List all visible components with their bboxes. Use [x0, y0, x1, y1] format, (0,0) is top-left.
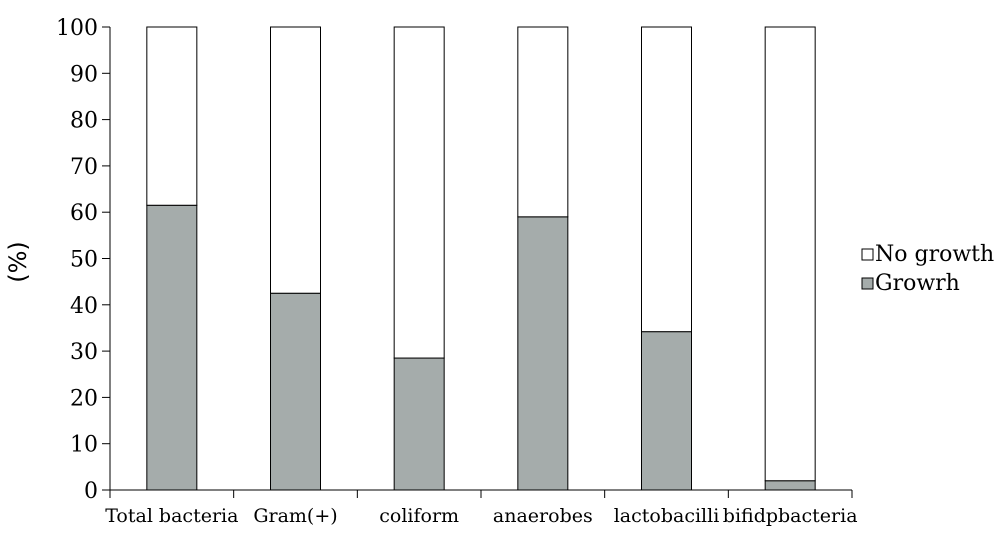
- y-tick-label: 90: [70, 62, 98, 87]
- x-tick-label: Gram(+): [253, 505, 337, 527]
- y-tick-label: 40: [70, 294, 98, 319]
- x-tick-label: Total bacteria: [105, 505, 238, 527]
- bar-growth: [270, 292, 321, 491]
- y-tick-label: 0: [84, 479, 98, 504]
- legend-label: Growrh: [875, 271, 960, 296]
- legend-swatch: [861, 277, 874, 290]
- bar-no-growth: [393, 26, 445, 359]
- y-tick-label: 10: [70, 433, 98, 458]
- bars: [146, 26, 816, 491]
- y-tick-label: 80: [70, 109, 98, 134]
- legend-swatch: [861, 248, 874, 261]
- bar-growth: [517, 216, 569, 491]
- y-tick-label: 50: [70, 248, 98, 273]
- y-axis-title: (%): [4, 241, 32, 283]
- bar-no-growth: [146, 26, 198, 206]
- x-tick-label: lactobacilli: [614, 505, 720, 527]
- bar-no-growth: [517, 26, 569, 218]
- y-tick-label: 30: [70, 340, 98, 365]
- x-axis: Total bacteria Gram(+) coliform anaerobes la…: [105, 489, 858, 527]
- y-tick-label: 20: [70, 386, 98, 411]
- legend: No growth Growrh: [861, 242, 994, 296]
- bar-growth: [764, 480, 816, 491]
- y-axis: 0 10 20 30 40 50 60 70 80 90 100: [56, 16, 111, 504]
- x-tick-label: anaerobes: [493, 505, 593, 527]
- y-tick-label: 100: [56, 16, 98, 41]
- x-tick-label: bifidpbacteria: [723, 505, 858, 527]
- bar-growth: [393, 357, 445, 491]
- bar-no-growth: [764, 26, 816, 482]
- bar-no-growth: [270, 26, 321, 294]
- x-tick-label: coliform: [379, 505, 459, 527]
- bar-growth: [641, 331, 692, 491]
- y-tick-label: 70: [70, 155, 98, 180]
- bar-growth: [146, 204, 198, 491]
- y-tick-label: 60: [70, 201, 98, 226]
- legend-label: No growth: [875, 242, 994, 267]
- bar-no-growth: [641, 26, 692, 333]
